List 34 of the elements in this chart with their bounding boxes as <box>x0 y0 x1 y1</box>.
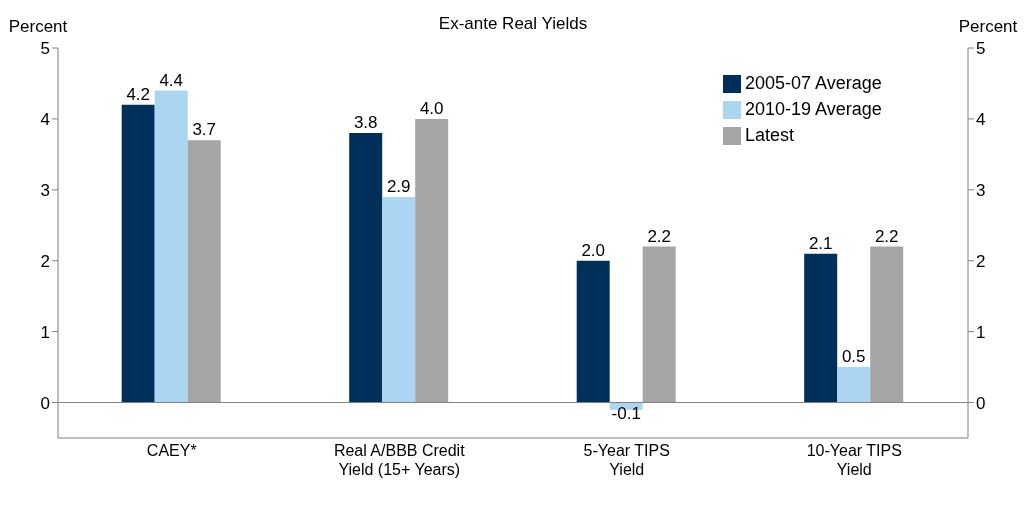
y-axis-title: Percent <box>8 17 68 36</box>
x-tick-label: 5-Year TIPS Yield <box>583 442 670 478</box>
data-label: 3.7 <box>192 120 217 140</box>
y2-tick-label: 4 <box>976 109 986 129</box>
y2-tick-label: 1 <box>976 322 986 342</box>
legend-label: Latest <box>745 125 795 145</box>
x-tick-label: 10-Year TIPS Yield <box>806 442 902 478</box>
y2-tick-label: 0 <box>976 393 986 413</box>
y-tick-label: 3 <box>40 180 50 200</box>
data-label: 4.4 <box>159 70 184 90</box>
data-label: 2.9 <box>386 176 411 196</box>
legend-label: 2010-19 Average <box>745 99 882 119</box>
data-label: 2.1 <box>808 233 833 253</box>
x-tick-label: Real A/BBB Credit Yield (15+ Years) <box>333 442 466 478</box>
data-label: -0.1 <box>611 403 641 423</box>
y-tick-label: 4 <box>40 109 50 129</box>
data-label: 0.5 <box>841 347 866 367</box>
data-label: 3.8 <box>353 113 378 133</box>
y-tick-label: 1 <box>40 322 50 342</box>
y2-tick-label: 2 <box>976 251 986 271</box>
data-label: 2.2 <box>874 226 899 246</box>
y2-tick-label: 3 <box>976 180 986 200</box>
y2-tick-label: 5 <box>976 39 986 59</box>
data-label: 4.2 <box>126 84 151 104</box>
legend-label: 2005-07 Average <box>745 73 882 93</box>
data-label: 2.2 <box>647 226 672 246</box>
y2-axis-title: Percent <box>958 17 1018 36</box>
data-label: 4.0 <box>419 98 444 118</box>
x-tick-label: CAEY* <box>146 442 197 459</box>
y-tick-label: 2 <box>40 251 50 271</box>
chart-title: Ex-ante Real Yields <box>438 14 588 33</box>
y-tick-label: 5 <box>40 39 50 59</box>
data-label: 2.0 <box>581 240 606 260</box>
y-tick-label: 0 <box>40 393 50 413</box>
